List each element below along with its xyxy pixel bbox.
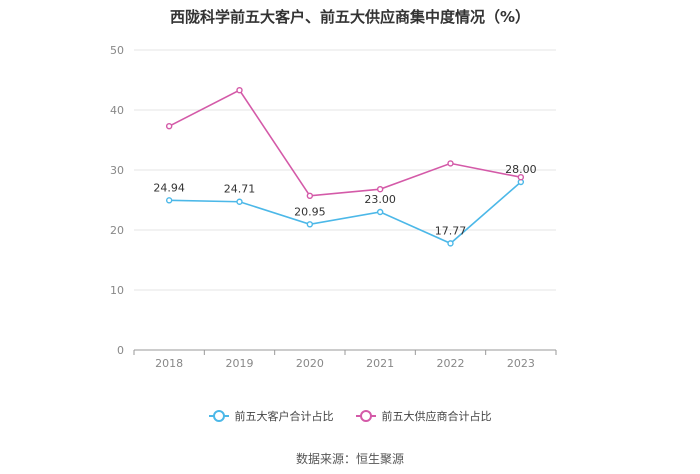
data-label: 17.77: [435, 224, 467, 237]
legend-marker-customers: [212, 410, 225, 422]
y-tick-label: 10: [110, 284, 124, 297]
legend-item-suppliers[interactable]: 前五大供应商合计占比: [355, 408, 492, 424]
y-tick-label: 40: [110, 104, 124, 117]
data-point: [306, 192, 314, 200]
data-point: [376, 185, 384, 193]
x-tick-label: 2018: [155, 357, 183, 370]
legend-marker-suppliers: [359, 410, 372, 422]
legend-label-customers: 前五大客户合计占比: [234, 410, 334, 423]
legend-swatch-suppliers: [355, 410, 376, 422]
data-point: [447, 160, 454, 167]
legend-item-customers[interactable]: 前五大客户合计占比: [208, 408, 334, 424]
y-tick-label: 0: [117, 344, 124, 357]
data-point: [376, 208, 384, 216]
legend-label-suppliers: 前五大供应商合计占比: [381, 410, 492, 423]
data-point: [165, 122, 173, 130]
data-label: 28.00: [505, 163, 537, 176]
data-point: [165, 197, 173, 204]
grid-lines: [134, 49, 556, 291]
data-label: 24.71: [224, 183, 256, 196]
x-tick-label: 2019: [226, 357, 254, 370]
y-tick-label: 30: [110, 164, 124, 177]
chart-title: 西陇科学前五大客户、前五大供应商集中度情况（%）: [169, 8, 531, 26]
data-point: [236, 86, 243, 94]
data-point: [236, 198, 243, 205]
series-line-0: [169, 181, 522, 245]
data-point: [306, 221, 314, 228]
series-line-1: [168, 89, 521, 197]
y-tick-label: 20: [110, 224, 124, 237]
data-label: 24.94: [153, 181, 185, 194]
legend-swatch-customers: [208, 410, 229, 422]
data-label: 23.00: [364, 193, 396, 206]
x-tick-label: 2020: [296, 357, 324, 370]
series-lines: [165, 86, 525, 247]
data-point: [447, 240, 454, 247]
data-point: [517, 173, 525, 181]
data-source-note: 数据来源：恒生聚源: [295, 452, 404, 466]
y-tick-label: 50: [110, 44, 124, 57]
x-tick-label: 2023: [507, 357, 535, 370]
x-tick-label: 2022: [437, 357, 465, 370]
legend: 前五大客户合计占比 前五大供应商合计占比: [0, 408, 700, 424]
data-label: 20.95: [294, 205, 326, 218]
x-tick-label: 2021: [366, 357, 394, 370]
data-labels: 24.94 24.71 20.95 23.00 17.77 28.00: [153, 163, 536, 237]
axes: 0 10 20 30 40 50 2018 2019 2020 2021 2022 2023: [110, 44, 557, 370]
